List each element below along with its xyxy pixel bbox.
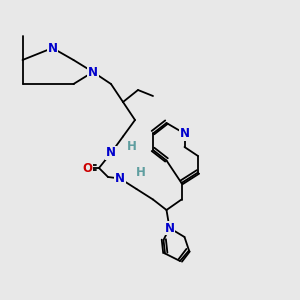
Text: N: N [179, 127, 190, 140]
Text: N: N [47, 41, 58, 55]
Text: N: N [88, 65, 98, 79]
Text: H: H [127, 140, 137, 154]
Text: O: O [82, 161, 92, 175]
Text: N: N [115, 172, 125, 185]
Text: N: N [164, 221, 175, 235]
Text: N: N [106, 146, 116, 160]
Text: H: H [136, 166, 146, 179]
